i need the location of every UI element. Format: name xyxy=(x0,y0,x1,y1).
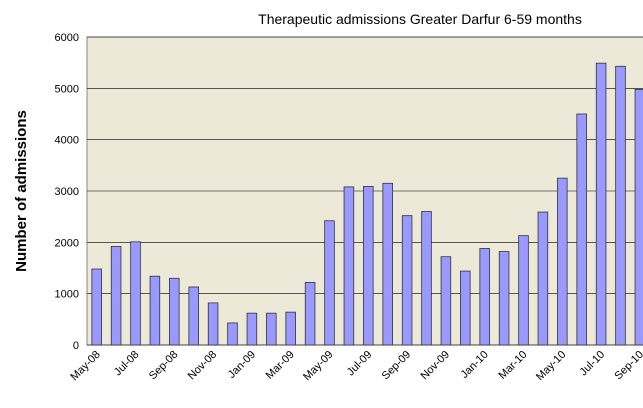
bar xyxy=(188,286,199,346)
bar xyxy=(595,62,607,346)
bar xyxy=(382,182,393,346)
y-tick-label: 1000 xyxy=(55,289,79,301)
x-tick-label: Jul-08 xyxy=(112,349,142,379)
bar xyxy=(149,275,161,346)
x-tick-label: Sep-09 xyxy=(380,349,414,383)
y-tick-label: 0 xyxy=(73,340,79,352)
y-tick-label: 2000 xyxy=(55,237,79,249)
bar xyxy=(343,186,355,346)
bar xyxy=(440,256,452,346)
x-tick-label: Mar-09 xyxy=(264,349,297,382)
bar xyxy=(460,270,471,346)
bar xyxy=(285,311,296,346)
x-tick-label: May-10 xyxy=(534,349,568,383)
bar xyxy=(537,211,549,346)
x-tick-label: May-08 xyxy=(68,349,102,383)
x-tick-label: Jan-09 xyxy=(226,349,258,381)
x-tick-label: Jul-09 xyxy=(345,349,375,379)
x-tick-label: Jul-10 xyxy=(578,349,608,379)
bar xyxy=(479,248,490,346)
bar xyxy=(130,241,141,346)
x-tick-label: Nov-09 xyxy=(418,349,452,383)
chart-title: Therapeutic admissions Greater Darfur 6-… xyxy=(258,11,582,27)
x-tick-label: May-09 xyxy=(301,349,335,383)
y-tick-label: 6000 xyxy=(55,32,79,44)
bar xyxy=(110,246,122,346)
bar xyxy=(324,220,335,346)
bar xyxy=(91,268,102,346)
bar xyxy=(634,88,643,346)
bar xyxy=(266,312,277,346)
bar xyxy=(304,281,316,346)
bar xyxy=(227,322,238,346)
bar xyxy=(401,215,413,346)
bar xyxy=(246,312,258,346)
bar xyxy=(576,113,587,346)
x-tick-label: Sep-10 xyxy=(612,349,643,383)
bar xyxy=(557,177,568,346)
bar xyxy=(207,302,219,346)
bar xyxy=(498,251,510,346)
x-tick-label: Nov-08 xyxy=(186,349,220,383)
x-tick-label: Jan-10 xyxy=(459,349,491,381)
bar xyxy=(421,211,432,346)
x-tick-label: Mar-10 xyxy=(496,349,529,382)
bar xyxy=(363,185,374,346)
bar xyxy=(169,277,180,346)
y-tick-label: 3000 xyxy=(55,186,79,198)
bar xyxy=(615,65,626,346)
y-tick-label: 5000 xyxy=(55,83,79,95)
x-tick-label: Sep-08 xyxy=(147,349,181,383)
y-axis-label: Number of admissions xyxy=(13,110,30,272)
bar xyxy=(518,235,529,346)
y-tick-label: 4000 xyxy=(55,135,79,147)
